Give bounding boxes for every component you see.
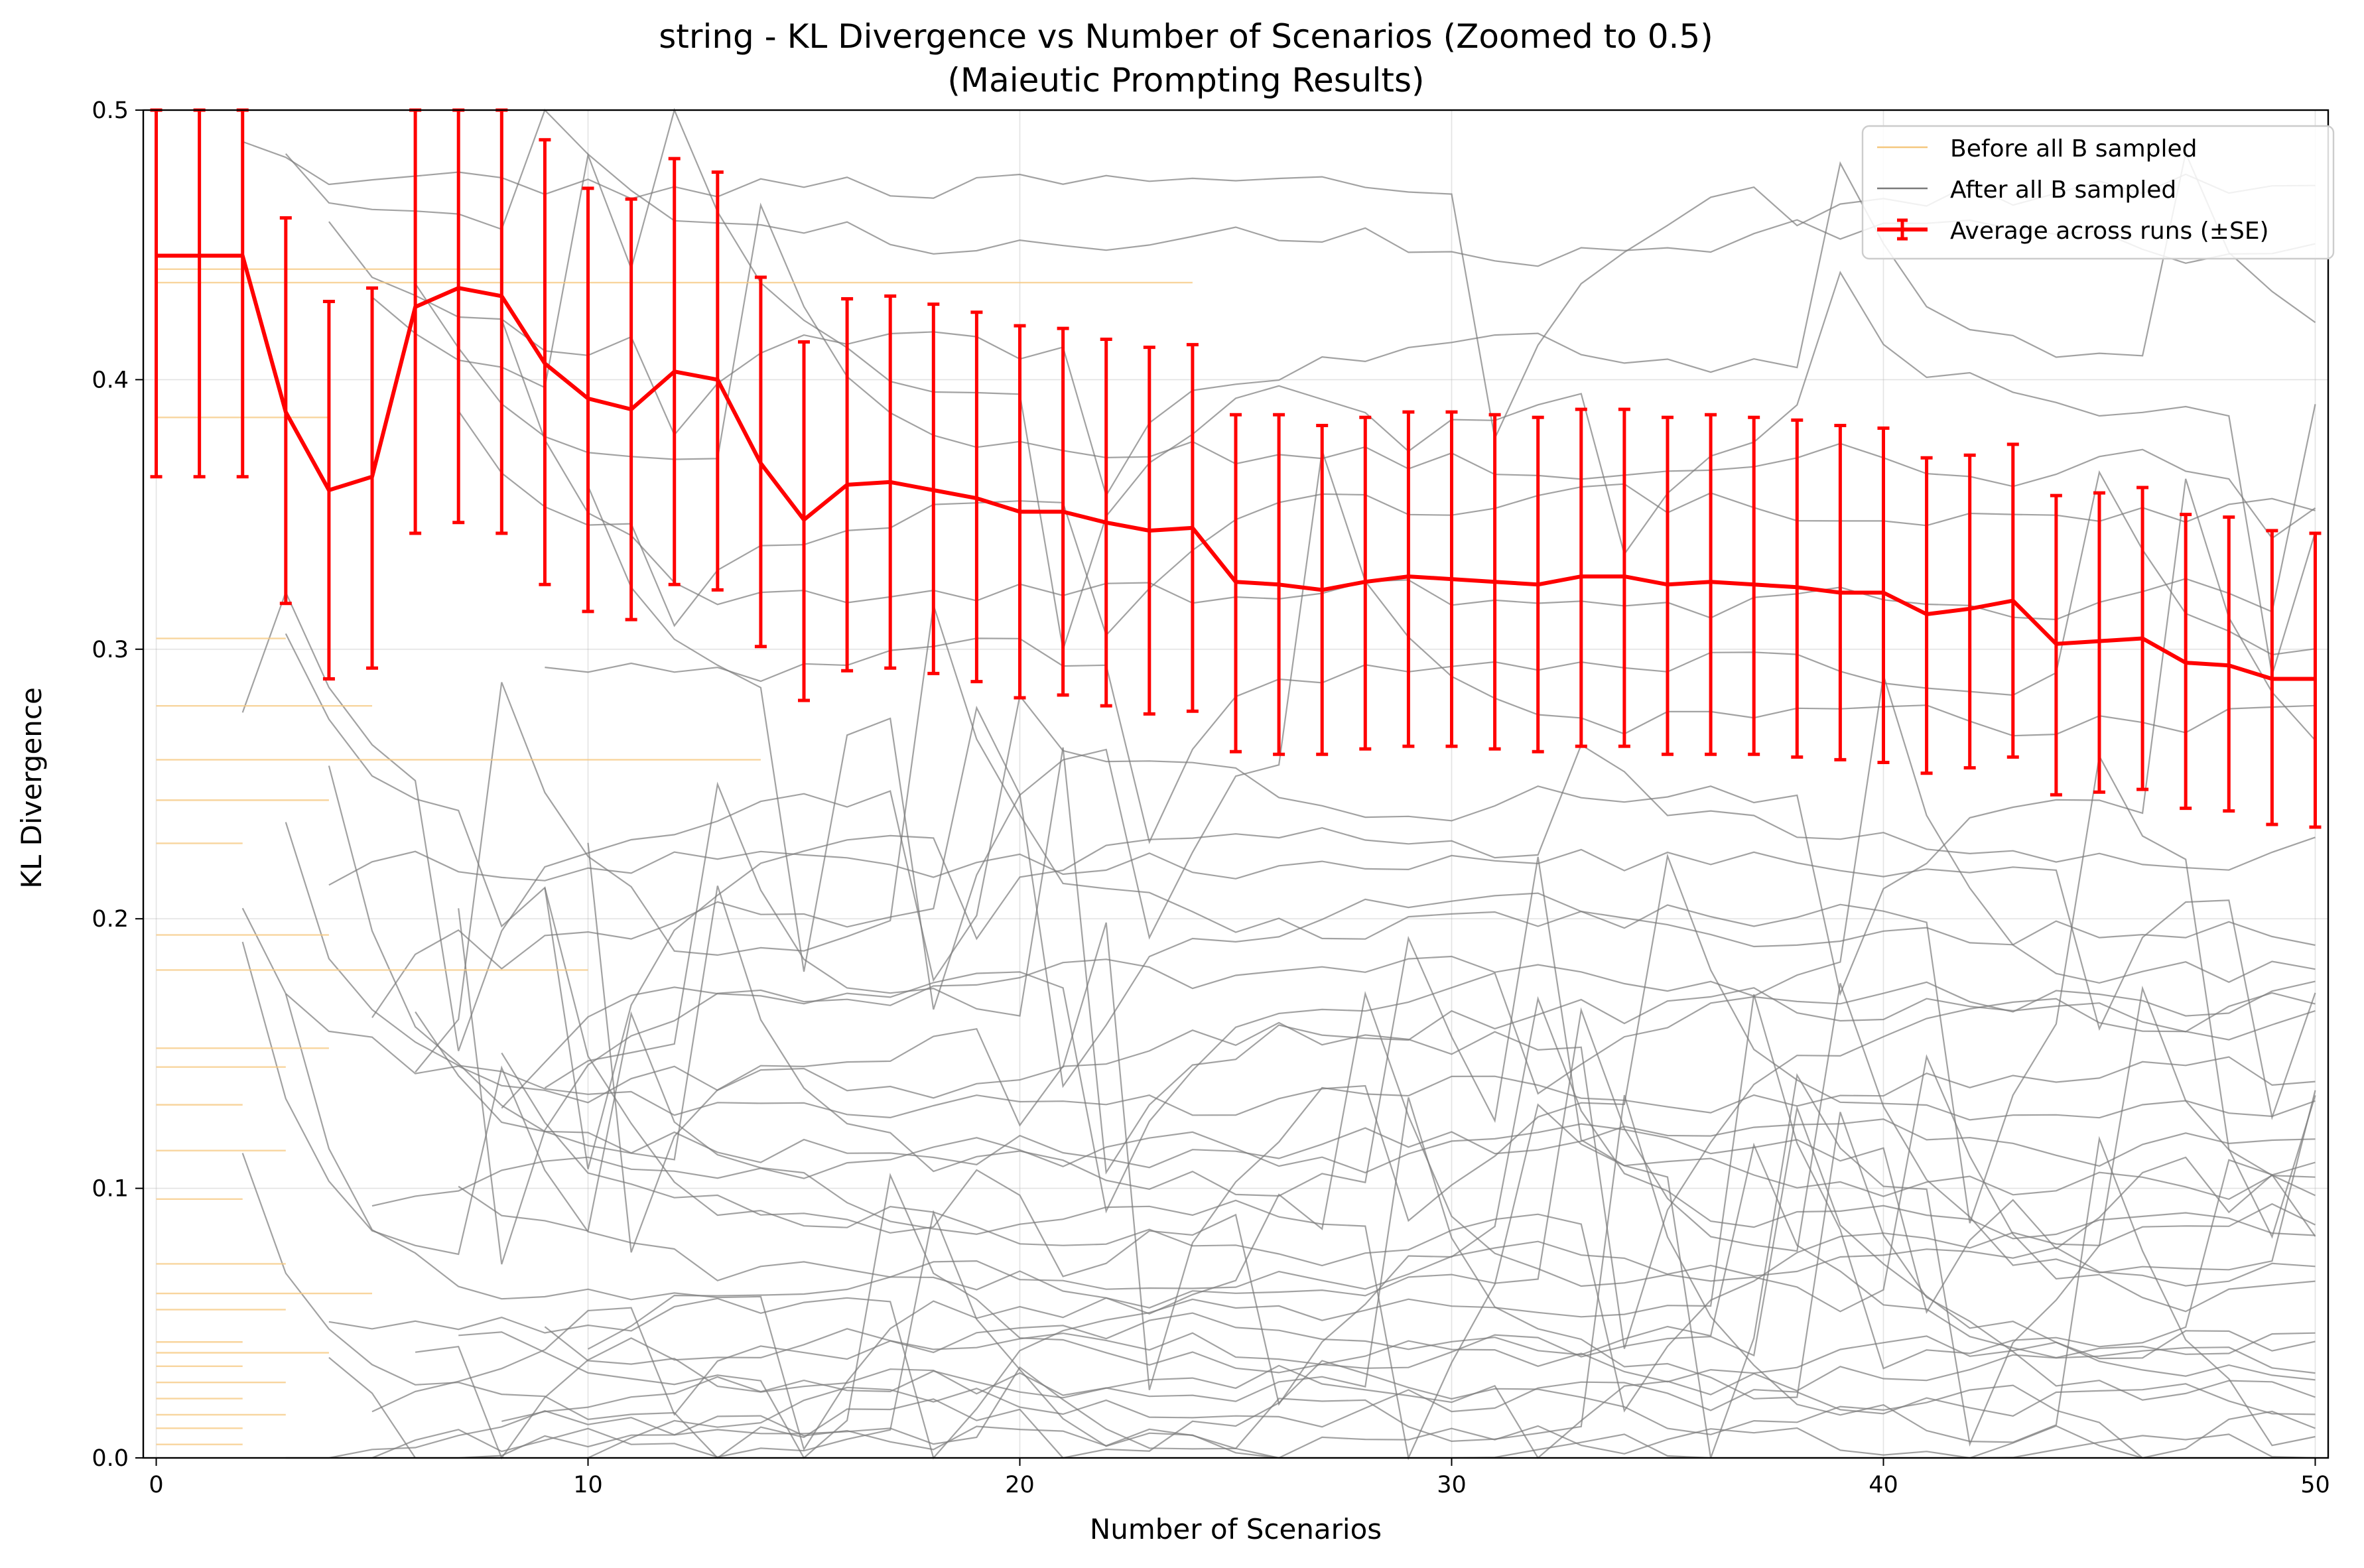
after-sampled-run-line	[544, 1097, 2316, 1402]
legend-after-label: After all B sampled	[1950, 176, 2176, 204]
y-axis-label: KL Divergence	[15, 687, 48, 889]
y-tick-label: 0.1	[92, 1176, 129, 1203]
after-sampled-run-line	[285, 633, 2316, 1169]
legend: Before all B sampled After all B sampled…	[1861, 125, 2335, 260]
x-tick-label: 20	[1005, 1472, 1035, 1498]
legend-average-label: Average across runs (±SE)	[1950, 218, 2269, 245]
after-sampled-run-line	[415, 1105, 2316, 1460]
after-sampled-run-line	[285, 1094, 2316, 1459]
x-tick-label: 10	[573, 1472, 603, 1498]
after-sampled-run-line	[328, 151, 2316, 497]
after-sampled-run-line	[501, 971, 2316, 1214]
plot-frame	[142, 109, 2330, 1459]
x-tick-label: 50	[2300, 1472, 2330, 1498]
after-sampled-run-line	[328, 1356, 2316, 1459]
y-tick-label: 0.0	[92, 1445, 129, 1472]
after-sampled-run-line	[415, 856, 2316, 1201]
after-sampled-run-line	[501, 1346, 2316, 1459]
chart-subtitle: (Maieutic Prompting Results)	[947, 61, 1424, 99]
after-sampled-run-line	[587, 1240, 2316, 1350]
after-sampled-run-line	[544, 747, 2316, 1175]
legend-box	[1861, 125, 2335, 260]
after-sampled-run-line	[458, 1173, 2316, 1459]
y-tick-label: 0.3	[92, 637, 129, 663]
x-tick-label: 30	[1437, 1472, 1467, 1498]
after-sampled-run-line	[458, 410, 2316, 637]
after-sampled-run-line	[371, 1123, 2316, 1315]
after-sampled-run-line	[458, 1011, 2316, 1461]
average-line	[156, 253, 2316, 681]
x-axis-label: Number of Scenarios	[1090, 1513, 1382, 1545]
axis-ticks: 0 10 20 30 40 50 0.0 0.1 0.2 0.3 0.4 0.5	[92, 98, 2330, 1498]
after-sampled-run-line	[328, 765, 2316, 1169]
chart-title: string - KL Divergence vs Number of Scen…	[659, 17, 1713, 56]
after-sampled-run-line	[328, 994, 2316, 1460]
y-tick-label: 0.2	[92, 906, 129, 933]
average-series	[150, 108, 2322, 829]
after-sampled-run-line	[241, 1153, 2316, 1459]
after-sampled-run-line	[415, 604, 2316, 1073]
after-sampled-run-line	[241, 941, 2316, 1309]
after-sampled-run-line	[285, 990, 2316, 1451]
after-sampled-lines	[241, 107, 2316, 1461]
legend-before-label: Before all B sampled	[1950, 135, 2198, 163]
y-tick-label: 0.5	[92, 98, 129, 124]
after-sampled-run-line	[545, 470, 2316, 844]
y-tick-label: 0.4	[92, 367, 129, 393]
after-sampled-run-line	[587, 842, 2316, 1349]
after-sampled-run-line	[458, 675, 2316, 1265]
after-sampled-run-line	[328, 848, 2316, 1120]
after-sampled-run-line	[241, 478, 2316, 1051]
after-sampled-run-line	[501, 996, 2316, 1406]
after-sampled-run-line	[371, 1142, 2316, 1416]
x-tick-label: 0	[149, 1472, 163, 1498]
after-sampled-run-line	[371, 107, 2316, 675]
after-sampled-run-line	[544, 887, 2316, 1413]
x-tick-label: 40	[1869, 1472, 1898, 1498]
after-sampled-run-line	[285, 822, 2316, 1222]
after-sampled-run-line	[588, 1381, 2316, 1459]
after-sampled-run-line	[241, 907, 2316, 1390]
